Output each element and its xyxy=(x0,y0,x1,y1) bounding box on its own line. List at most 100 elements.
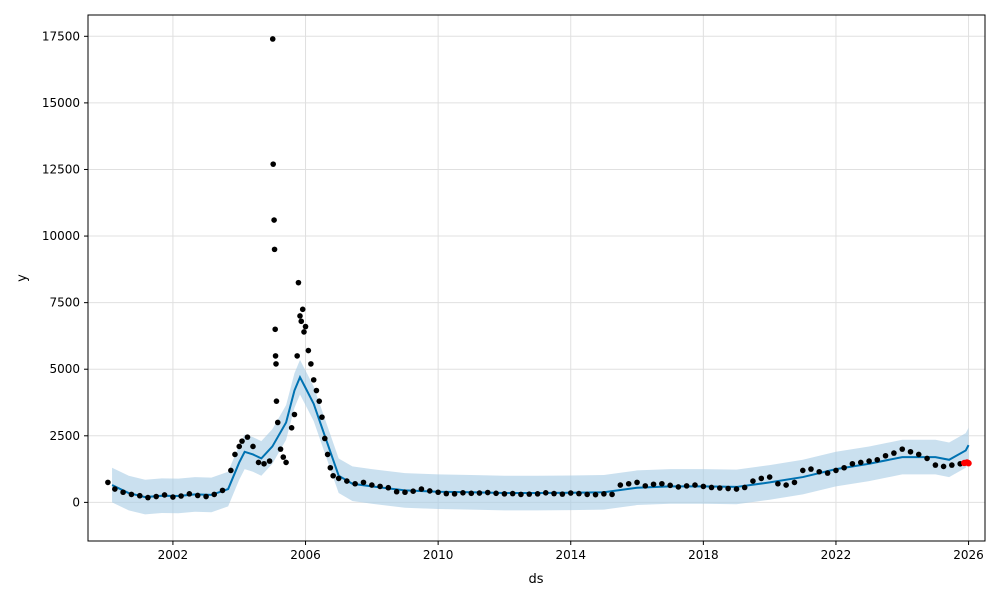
observed-point xyxy=(105,479,111,486)
highlighted-points xyxy=(961,459,972,467)
observed-point xyxy=(178,493,184,499)
observed-point xyxy=(592,491,599,498)
x-axis-label: ds xyxy=(528,572,543,587)
observed-point xyxy=(708,484,715,491)
observed-point xyxy=(352,480,358,487)
x-tick-label: 2010 xyxy=(423,548,454,562)
y-tick-label: 10000 xyxy=(42,229,80,243)
plot-frame xyxy=(87,14,986,542)
observed-point xyxy=(833,467,839,474)
observed-point xyxy=(272,326,278,333)
observed-point xyxy=(526,491,533,497)
observed-point xyxy=(385,484,392,491)
observed-point xyxy=(310,377,317,383)
observed-point xyxy=(675,484,682,490)
observed-point xyxy=(298,318,305,325)
observed-point xyxy=(270,161,276,167)
y-axis-label: y xyxy=(15,274,30,282)
observed-point xyxy=(335,475,342,482)
observed-point xyxy=(891,450,897,456)
observed-point xyxy=(551,490,557,497)
y-tick-label: 15000 xyxy=(42,96,80,110)
observed-point xyxy=(280,454,287,460)
observed-point xyxy=(272,353,279,359)
observed-point xyxy=(271,217,277,223)
observed-point xyxy=(294,353,300,359)
forecast-line-path xyxy=(111,374,970,499)
observed-point xyxy=(667,482,673,489)
observed-point xyxy=(451,491,458,497)
observed-point xyxy=(766,474,773,480)
observed-point xyxy=(271,246,278,253)
observed-point xyxy=(866,458,872,464)
observed-point xyxy=(170,494,176,500)
observed-point xyxy=(418,486,425,492)
x-tick-label: 2014 xyxy=(555,548,586,562)
observed-point xyxy=(255,459,262,466)
observed-point xyxy=(393,488,400,495)
observed-point xyxy=(203,493,209,500)
observed-point xyxy=(659,480,665,487)
observed-point xyxy=(244,434,251,440)
observed-point xyxy=(228,467,234,474)
observed-point xyxy=(501,491,508,497)
observed-points xyxy=(105,36,964,501)
observed-point xyxy=(128,491,135,498)
observed-point xyxy=(443,490,450,497)
observed-point xyxy=(330,472,336,479)
observed-point xyxy=(273,398,280,404)
observed-point xyxy=(308,361,314,367)
observed-point xyxy=(344,478,350,484)
observed-point xyxy=(791,479,798,486)
observed-point xyxy=(700,483,707,490)
observed-point xyxy=(534,491,541,497)
observed-point xyxy=(584,491,590,498)
observed-point xyxy=(302,323,309,330)
observed-point xyxy=(692,482,698,488)
observed-point xyxy=(882,452,889,459)
observed-point xyxy=(261,460,267,467)
observed-point xyxy=(426,488,433,494)
observed-point xyxy=(136,492,143,499)
observed-point xyxy=(153,493,160,500)
observed-point xyxy=(493,490,499,497)
observed-point xyxy=(484,489,491,496)
observed-point xyxy=(775,480,781,487)
observed-point xyxy=(327,464,334,471)
observed-point xyxy=(232,451,238,458)
observed-point xyxy=(112,486,118,492)
observed-point xyxy=(305,347,312,354)
observed-point xyxy=(816,468,823,475)
y-tick-label: 0 xyxy=(72,495,80,509)
forecast-line xyxy=(111,374,970,499)
observed-point xyxy=(319,414,325,420)
y-axis-ticks: 0 2500 5000 7500 10000 12500 15000 17500 xyxy=(42,29,88,509)
observed-point xyxy=(468,490,475,497)
observed-point xyxy=(360,479,367,486)
uncertainty-band xyxy=(112,359,969,515)
observed-point xyxy=(250,443,256,450)
observed-point xyxy=(567,490,574,496)
observed-point xyxy=(800,467,806,474)
x-tick-label: 2018 xyxy=(688,548,719,562)
observed-point xyxy=(291,411,298,418)
observed-point xyxy=(145,494,151,501)
x-tick-label: 2002 xyxy=(158,548,189,562)
observed-point xyxy=(509,490,516,497)
x-tick-label: 2022 xyxy=(821,548,852,562)
observed-point xyxy=(576,490,582,497)
observed-point xyxy=(269,36,276,42)
observed-point xyxy=(915,451,922,458)
observed-point xyxy=(617,482,624,488)
observed-point xyxy=(186,491,193,497)
observed-point xyxy=(716,485,723,491)
observed-point xyxy=(301,329,307,335)
observed-point xyxy=(542,489,549,496)
x-axis-ticks: 2002 2006 2010 2014 2018 2022 2026 xyxy=(158,541,984,562)
observed-point xyxy=(650,481,657,488)
observed-point xyxy=(518,491,524,498)
observed-point xyxy=(841,464,847,471)
y-tick-label: 17500 xyxy=(42,29,80,43)
observed-point xyxy=(476,490,483,496)
highlighted-point xyxy=(965,460,972,467)
